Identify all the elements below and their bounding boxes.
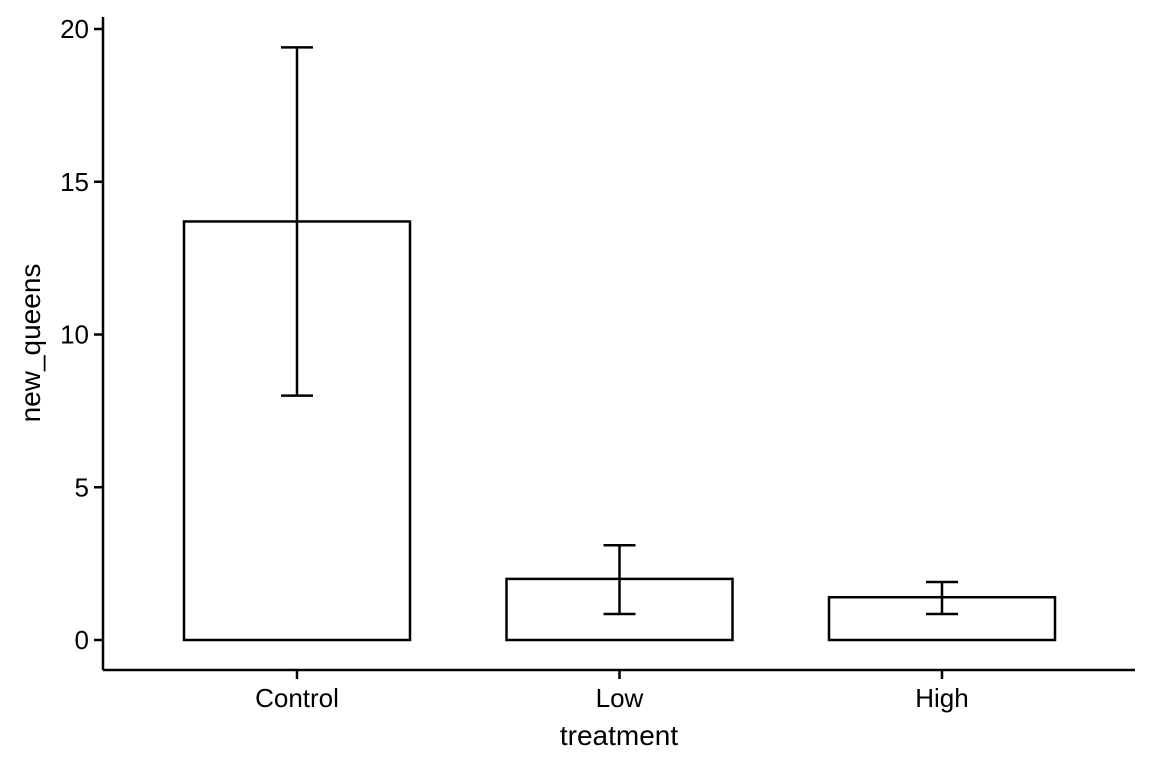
y-tick-label-15: 15: [60, 167, 89, 197]
x-tick-label-high: High: [915, 683, 968, 713]
error-bars-layer: [281, 46, 958, 616]
x-tick-label-low: Low: [596, 683, 644, 713]
y-tick-label-5: 5: [75, 472, 89, 502]
y-ticks-layer: 0 5 10 15 20: [60, 14, 103, 655]
x-tick-label-control: Control: [255, 683, 339, 713]
x-ticks-layer: Control Low High: [255, 670, 969, 713]
x-axis-title: treatment: [560, 720, 678, 751]
y-axis-title: new_queens: [15, 264, 46, 423]
y-tick-label-10: 10: [60, 320, 89, 350]
y-tick-label-0: 0: [75, 625, 89, 655]
y-tick-label-20: 20: [60, 14, 89, 44]
